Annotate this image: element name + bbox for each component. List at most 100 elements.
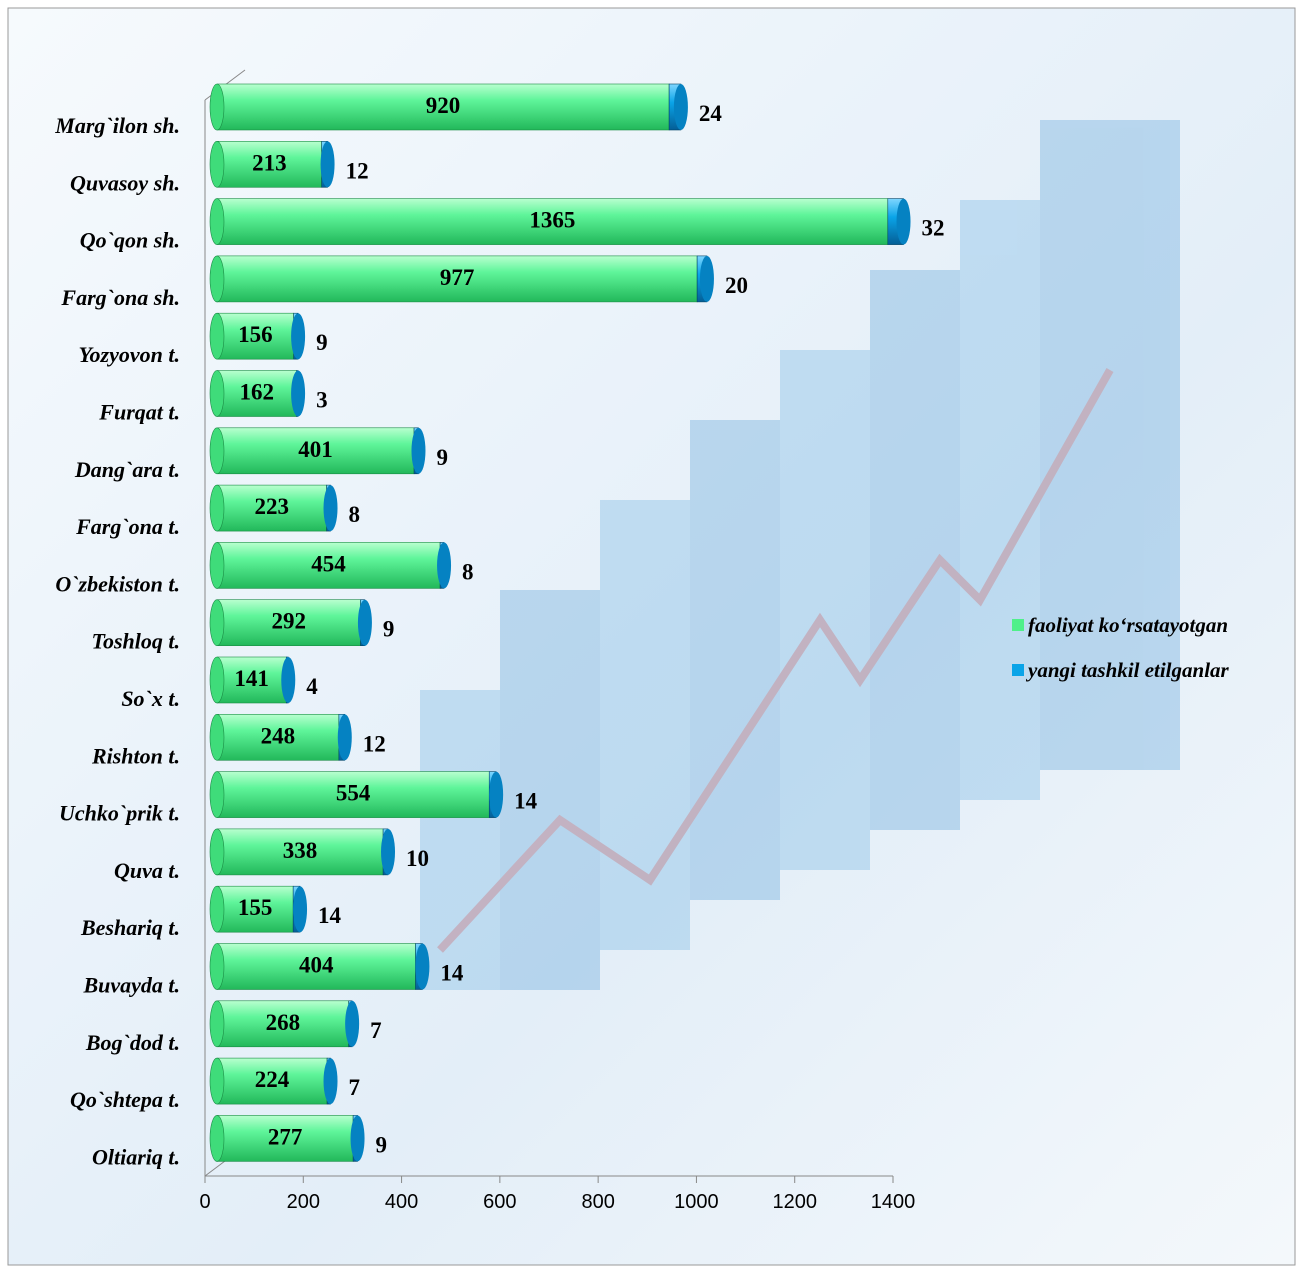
category-label: Rishton t. <box>91 743 180 768</box>
bar-base <box>209 370 225 417</box>
value-label: 8 <box>349 502 361 527</box>
legend-swatch <box>1012 619 1024 631</box>
bar-cap <box>896 198 911 245</box>
category-label: Farg`ona sh. <box>60 285 180 310</box>
bar-base <box>209 1057 225 1105</box>
bar-cap <box>291 370 306 417</box>
x-tick-label: 1200 <box>772 1191 817 1213</box>
bar-base <box>209 542 225 589</box>
active-segment <box>216 599 361 647</box>
value-label: 224 <box>255 1067 290 1092</box>
x-tick-label: 800 <box>581 1191 614 1213</box>
bar-cap <box>291 313 306 360</box>
bar-base <box>209 1115 225 1162</box>
bar-cap <box>411 427 426 474</box>
bar-cap <box>320 141 335 188</box>
bar-cap <box>357 599 372 646</box>
value-label: 920 <box>426 93 461 118</box>
value-label: 155 <box>238 895 273 920</box>
bar-cap <box>489 771 504 818</box>
value-label: 20 <box>725 273 748 298</box>
x-tick-label: 1000 <box>674 1191 719 1213</box>
legend-label: yangi tashkil etilganlar <box>1025 658 1230 682</box>
value-label: 3 <box>316 388 328 413</box>
legend-label: faoliyat ko‘rsatayotgan <box>1028 613 1228 637</box>
category-label: Quvasoy sh. <box>70 170 180 195</box>
value-label: 9 <box>383 617 395 642</box>
active-segment <box>216 771 490 818</box>
x-tick-label: 0 <box>199 1191 210 1213</box>
value-label: 7 <box>349 1075 361 1100</box>
value-label: 8 <box>462 559 474 584</box>
value-label: 554 <box>336 781 371 806</box>
value-label: 14 <box>440 961 464 986</box>
bar-base <box>209 885 225 933</box>
bar-base <box>209 484 225 532</box>
active-segment <box>216 255 698 303</box>
bar-cap <box>323 1058 338 1105</box>
bar-base <box>209 198 225 245</box>
bar-base <box>209 656 225 704</box>
category-label: So`x t. <box>121 686 180 711</box>
legend-swatch <box>1012 664 1024 676</box>
active-segment <box>216 427 415 475</box>
x-tick-label: 600 <box>483 1191 516 1213</box>
bar-base <box>209 255 225 303</box>
category-label: Farg`ona t. <box>75 514 180 539</box>
bar-cap <box>673 84 688 130</box>
active-segment <box>216 198 889 245</box>
bar-cap <box>323 485 338 532</box>
active-segment <box>216 484 327 532</box>
bar-cap <box>381 828 396 875</box>
value-label: 4 <box>306 674 318 699</box>
value-label: 24 <box>699 101 723 126</box>
bar-cap <box>350 1115 365 1162</box>
category-label: Beshariq t. <box>80 915 180 940</box>
value-label: 10 <box>406 846 429 871</box>
active-segment <box>216 1115 354 1162</box>
bar-cap <box>281 657 296 703</box>
background-art <box>420 120 1180 990</box>
bar-cap <box>293 886 308 933</box>
category-label: Yozyovon t. <box>79 342 180 367</box>
value-label: 268 <box>266 1010 301 1035</box>
category-label: Bog`dod t. <box>85 1030 180 1055</box>
bar-cap <box>337 714 352 761</box>
value-label: 338 <box>283 838 318 863</box>
value-label: 213 <box>252 150 287 175</box>
bar-base <box>209 713 225 761</box>
category-label: Qo`shtepa t. <box>70 1087 180 1112</box>
x-tick-label: 200 <box>287 1191 320 1213</box>
bar-base <box>209 943 225 990</box>
category-label: Dang`ara t. <box>74 457 180 482</box>
active-segment <box>216 542 441 589</box>
value-label: 162 <box>240 380 275 405</box>
bar-base <box>209 771 225 818</box>
value-label: 401 <box>298 437 333 462</box>
bar-base <box>209 141 225 188</box>
value-label: 454 <box>311 551 346 576</box>
active-segment <box>216 656 287 704</box>
value-label: 9 <box>436 445 448 470</box>
bar-base <box>209 312 225 360</box>
value-label: 9 <box>376 1132 388 1157</box>
value-label: 1365 <box>529 208 575 233</box>
active-segment <box>216 370 297 417</box>
x-tick-label: 400 <box>385 1191 418 1213</box>
active-segment <box>216 943 416 990</box>
category-label: Oltiariq t. <box>92 1144 180 1169</box>
value-label: 12 <box>346 158 369 183</box>
value-label: 14 <box>514 789 538 814</box>
category-label: Furqat t. <box>98 400 180 425</box>
category-label: Quva t. <box>114 858 180 883</box>
category-label: O`zbekiston t. <box>55 571 180 596</box>
bar-cap <box>437 542 452 589</box>
value-label: 277 <box>268 1124 303 1149</box>
value-label: 32 <box>922 216 945 241</box>
category-label: Qo`qon sh. <box>80 228 180 253</box>
bar-base <box>209 1000 225 1048</box>
value-label: 248 <box>261 723 296 748</box>
x-tick-label: 1400 <box>871 1191 916 1213</box>
value-label: 223 <box>255 494 290 519</box>
